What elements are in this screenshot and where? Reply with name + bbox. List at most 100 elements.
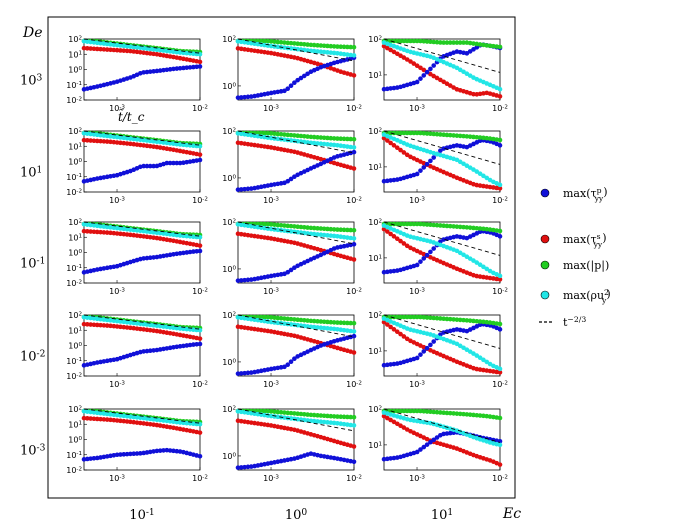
data-point: [88, 138, 93, 143]
y-tick-label: 101: [368, 163, 382, 172]
data-point: [408, 130, 413, 136]
data-point: [477, 135, 483, 140]
y-tick-label: 102: [222, 218, 236, 227]
data-point: [104, 323, 110, 328]
data-point: [278, 39, 284, 45]
data-point: [108, 139, 113, 145]
data-point: [242, 464, 247, 470]
data-point: [421, 444, 427, 450]
data-point: [282, 132, 287, 137]
data-point: [477, 226, 483, 231]
y-tick-label: 102: [368, 311, 382, 320]
data-point: [295, 77, 300, 83]
data-point: [315, 43, 320, 48]
data-point: [285, 223, 291, 229]
data-point: [111, 417, 117, 423]
data-point: [184, 50, 190, 56]
legend-label: max(ρu2 y): [563, 287, 611, 305]
data-point: [275, 409, 281, 415]
y-tick-label: 100: [68, 66, 82, 75]
reference-line: [237, 221, 355, 245]
data-point: [121, 418, 127, 424]
x-tick-label: 10-3: [409, 380, 425, 389]
data-point: [404, 243, 410, 249]
data-point: [461, 40, 466, 45]
data-point: [328, 226, 334, 232]
data-point: [325, 420, 330, 425]
data-point: [461, 411, 466, 417]
data-point: [104, 417, 110, 422]
data-point: [184, 65, 190, 70]
data-point: [467, 318, 473, 323]
x-tick-label: 10-2: [346, 104, 362, 113]
data-point: [144, 163, 150, 169]
data-point: [101, 323, 107, 328]
data-point: [298, 133, 304, 139]
panel-r2-c0: 10-3 10-2 102 101 100 10-1 10-2: [66, 218, 208, 296]
figure-frame: [47, 16, 516, 499]
data-point: [325, 319, 330, 325]
data-point: [177, 50, 183, 55]
data-point: [484, 359, 490, 365]
data-point: [411, 61, 417, 66]
data-point: [184, 233, 190, 239]
data-point: [285, 132, 291, 138]
data-point: [285, 316, 291, 322]
data-point: [91, 229, 97, 235]
data-point: [91, 46, 97, 52]
series-green: [235, 408, 357, 420]
data-point: [457, 133, 463, 139]
y-tick-label: 100: [222, 82, 236, 91]
data-point: [262, 130, 267, 136]
data-point: [341, 44, 347, 50]
data-point: [457, 250, 463, 256]
data-point: [335, 414, 340, 419]
data-point: [321, 413, 327, 419]
data-point: [295, 411, 300, 417]
data-point: [391, 327, 397, 332]
data-point: [184, 142, 190, 148]
data-point: [174, 66, 180, 71]
data-point: [461, 161, 466, 167]
data-point: [424, 252, 430, 258]
data-point: [418, 65, 423, 71]
data-point: [108, 47, 113, 53]
data-point: [262, 314, 267, 320]
data-point: [108, 230, 113, 236]
reference-line: [383, 314, 501, 349]
y-tick-label: 101: [368, 71, 382, 80]
data-point: [388, 314, 393, 320]
data-point: [404, 152, 410, 158]
data-point: [194, 341, 199, 347]
data-point: [191, 342, 196, 347]
x-tick-label: 10-3: [263, 196, 279, 205]
data-point: [239, 278, 244, 283]
data-point: [447, 40, 453, 45]
panel-r1-c2: 10-3 10-2 102 101: [368, 127, 508, 205]
y-tick-label: 10-1: [66, 81, 82, 90]
data-point: [404, 38, 410, 44]
panel-r4-c1: 10-3 10-2 102 100: [222, 405, 362, 483]
data-point: [414, 38, 420, 44]
data-point: [121, 140, 127, 146]
y-tick-label: 102: [222, 127, 236, 136]
data-point: [98, 46, 103, 52]
data-point: [118, 418, 123, 424]
data-point: [262, 221, 267, 227]
data-point: [197, 453, 203, 459]
legend-item-P: max(|p|): [540, 259, 609, 273]
data-point: [414, 63, 420, 69]
data-point: [348, 136, 353, 142]
data-point: [421, 73, 427, 78]
data-point: [441, 40, 446, 45]
x-tick-label: 10-3: [263, 474, 279, 483]
data-point: [265, 130, 271, 136]
data-point: [414, 355, 420, 361]
y-tick-label: 10-2: [66, 96, 82, 105]
data-point: [467, 225, 473, 230]
legend-item-u: max(ρu2 y): [540, 287, 611, 305]
data-point: [394, 221, 400, 227]
data-point: [391, 408, 397, 414]
data-point: [457, 40, 463, 45]
